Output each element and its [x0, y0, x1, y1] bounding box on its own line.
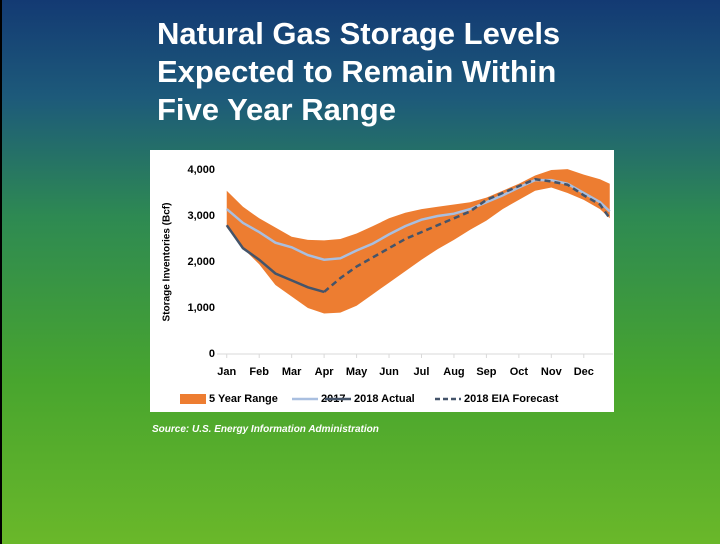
x-tick-label: Aug [443, 366, 464, 378]
series-line [225, 178, 611, 261]
x-tick-label: May [346, 366, 368, 378]
legend-label: 2018 EIA Forecast [464, 393, 559, 405]
x-tick-label: Sep [476, 366, 496, 378]
x-tick-label: Jul [414, 366, 430, 378]
legend-swatch [180, 394, 206, 404]
range-band [226, 169, 610, 314]
y-tick-label: 4,000 [187, 164, 215, 176]
title-line: Five Year Range [157, 92, 396, 127]
x-tick-label: Feb [249, 366, 269, 378]
title-line: Expected to Remain Within [157, 54, 557, 89]
title-line: Natural Gas Storage Levels [157, 16, 561, 51]
legend-label: 2018 Actual [354, 393, 415, 405]
x-tick-label: Dec [574, 366, 594, 378]
series-line [225, 224, 325, 294]
source: Source: U.S. Energy Information Administ… [152, 424, 379, 435]
y-tick-label: 2,000 [187, 256, 215, 268]
x-tick-label: Mar [282, 366, 302, 378]
y-tick-label: 1,000 [187, 302, 215, 314]
y-axis-label: Storage Inventories (Bcf) [162, 203, 173, 322]
legend-label: 5 Year Range [209, 393, 278, 405]
x-tick-label: Nov [541, 366, 563, 378]
x-tick-label: Jun [379, 366, 399, 378]
series-line [323, 177, 611, 293]
y-tick-label: 0 [209, 348, 215, 360]
x-tick-label: Oct [510, 366, 529, 378]
y-tick-label: 3,000 [187, 210, 215, 222]
x-tick-label: Apr [315, 366, 335, 378]
x-tick-label: Jan [217, 366, 236, 378]
